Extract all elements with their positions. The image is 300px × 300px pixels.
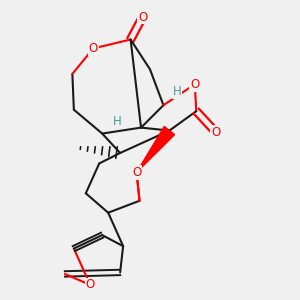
Polygon shape xyxy=(136,127,175,172)
Text: H: H xyxy=(113,115,122,128)
Text: O: O xyxy=(132,166,141,179)
Text: O: O xyxy=(138,11,147,24)
Text: O: O xyxy=(88,42,98,55)
Text: O: O xyxy=(190,78,200,91)
Text: H: H xyxy=(172,85,181,98)
Text: O: O xyxy=(86,278,95,292)
Text: O: O xyxy=(211,126,220,139)
